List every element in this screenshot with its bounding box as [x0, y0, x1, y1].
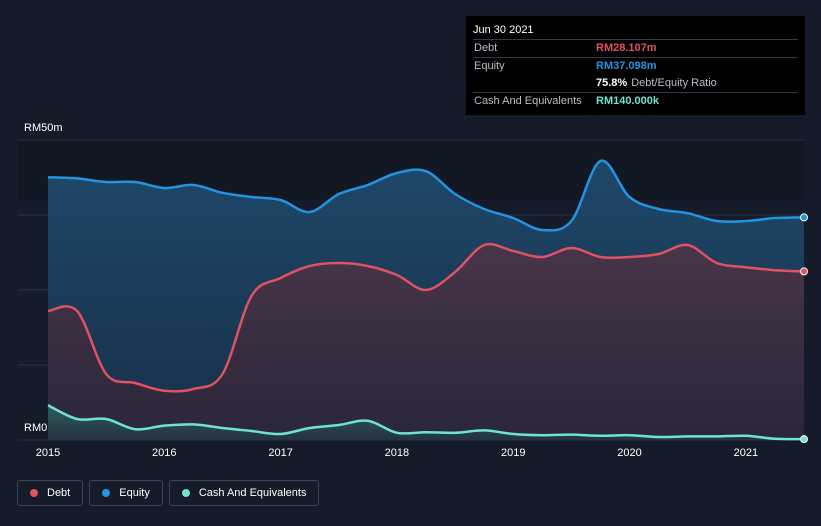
tooltip-debt-label: Debt: [474, 42, 498, 54]
x-tick-label-2017: 2017: [268, 447, 293, 459]
tooltip-equity-label: Equity: [474, 60, 505, 72]
y-tick-label-max: RM50m: [24, 122, 63, 134]
tooltip-cash-value: RM140.000k: [596, 95, 659, 107]
equity-dot-icon: [102, 489, 111, 497]
x-tick-label-2021: 2021: [733, 447, 759, 459]
legend-debt-toggle[interactable]: Debt: [17, 480, 84, 506]
tooltip-cash-row: Cash And Equivalents RM140.000k: [473, 93, 798, 110]
tooltip-debt-row: Debt RM28.107m: [473, 40, 798, 58]
hover-tooltip: Jun 30 2021 Debt RM28.107m Equity RM37.0…: [466, 16, 805, 115]
cash-line: [47, 404, 805, 441]
cash-dot-icon: [181, 489, 190, 497]
chart-legend: Debt Equity Cash And Equivalents: [17, 480, 320, 506]
x-tick-label-2016: 2016: [152, 447, 177, 459]
tooltip-equity-row: Equity RM37.098m: [473, 58, 798, 75]
x-tick-label-2015: 2015: [35, 447, 61, 459]
x-tick-label-2020: 2020: [617, 447, 642, 459]
cash-end-marker: [800, 435, 808, 444]
equity-end-marker: [800, 213, 808, 222]
tooltip-debt-value: RM28.107m: [596, 42, 657, 54]
legend-cash-toggle[interactable]: Cash And Equivalents: [168, 480, 320, 506]
y-tick-label-min: RM0: [24, 422, 48, 434]
legend-equity-toggle[interactable]: Equity: [89, 480, 163, 506]
debt-end-marker: [800, 267, 808, 276]
tooltip-equity-value: RM37.098m: [596, 60, 657, 72]
tooltip-date: Jun 30 2021: [473, 22, 798, 40]
x-tick-label-2018: 2018: [384, 447, 410, 459]
tooltip-cash-label: Cash And Equivalents: [474, 95, 582, 107]
tooltip-ratio-label: Debt/Equity Ratio: [631, 77, 717, 89]
equity-line: [47, 159, 805, 232]
cash-area: [48, 405, 804, 440]
legend-debt-label: Debt: [47, 487, 71, 499]
legend-cash-label: Cash And Equivalents: [198, 487, 307, 499]
x-tick-label-2019: 2019: [500, 447, 526, 459]
debt-line: [47, 242, 805, 393]
tooltip-ratio-value: 75.8%: [596, 77, 628, 89]
debt-area: [48, 244, 804, 440]
tooltip-ratio: 75.8% Debt/Equity Ratio: [596, 75, 717, 92]
legend-equity-label: Equity: [119, 487, 150, 499]
tooltip-ratio-row: 75.8% Debt/Equity Ratio: [473, 75, 798, 93]
debt-dot-icon: [30, 489, 38, 497]
